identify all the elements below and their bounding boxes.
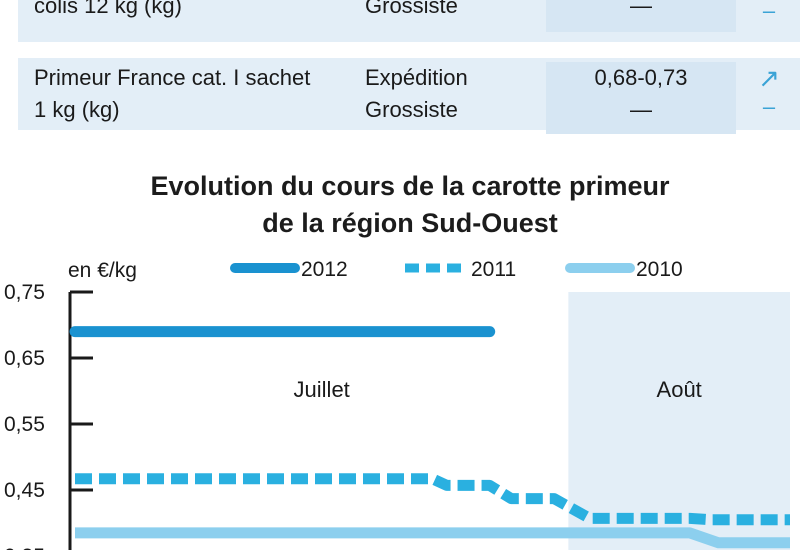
price-table: colis 12 kg (kg) Grossiste — – Primeur F…	[0, 0, 800, 158]
y-tick-label: 0,55	[4, 413, 45, 436]
series-line-2011	[75, 473, 790, 526]
chart-title: Evolution du cours de la carotte primeur…	[0, 168, 800, 242]
table-row: Primeur France cat. I sachet 1 kg (kg) E…	[18, 58, 800, 134]
chart-title-line: Evolution du cours de la carotte primeur	[150, 171, 670, 201]
y-tick-label: 0,35	[4, 545, 45, 550]
price-cell: 0,68-0,73 —	[546, 62, 736, 134]
trend-flat-icon: –	[762, 0, 776, 23]
product-label: colis 12 kg (kg)	[34, 0, 182, 18]
product-cell: colis 12 kg (kg)	[34, 0, 319, 32]
stage-label: Grossiste	[365, 0, 458, 18]
y-axis-label: en €/kg	[68, 259, 137, 282]
stage-cell: Expédition Grossiste	[365, 62, 545, 134]
trend-up-icon: ↗	[758, 63, 780, 93]
legend-label: 2011	[471, 258, 516, 281]
table-row: colis 12 kg (kg) Grossiste — –	[18, 0, 800, 42]
legend-label: 2012	[301, 258, 348, 281]
series-line-2010	[75, 527, 790, 549]
price-cell: —	[546, 0, 736, 32]
period-band	[568, 292, 790, 550]
stage-cell: Grossiste	[365, 0, 545, 32]
legend-label: 2010	[636, 258, 683, 281]
price-value: 0,68-0,73	[594, 65, 688, 90]
y-tick-label: 0,65	[4, 347, 45, 370]
y-tick-label: 0,45	[4, 479, 45, 502]
period-label: Juillet	[294, 377, 350, 402]
price-value: —	[630, 0, 652, 18]
trend-flat-icon: –	[762, 94, 776, 119]
trend-cell: ↗ –	[738, 62, 800, 134]
price-value: —	[630, 97, 652, 122]
product-cell: Primeur France cat. I sachet 1 kg (kg)	[34, 62, 319, 134]
trend-cell: –	[738, 0, 800, 32]
chart-title-line: de la région Sud-Ouest	[262, 208, 558, 238]
product-label: Primeur France cat. I sachet 1 kg (kg)	[34, 65, 311, 122]
stage-label: Expédition	[365, 65, 468, 90]
stage-label: Grossiste	[365, 97, 458, 122]
y-tick-label: 0,75	[4, 281, 45, 304]
period-label: Août	[657, 377, 702, 402]
